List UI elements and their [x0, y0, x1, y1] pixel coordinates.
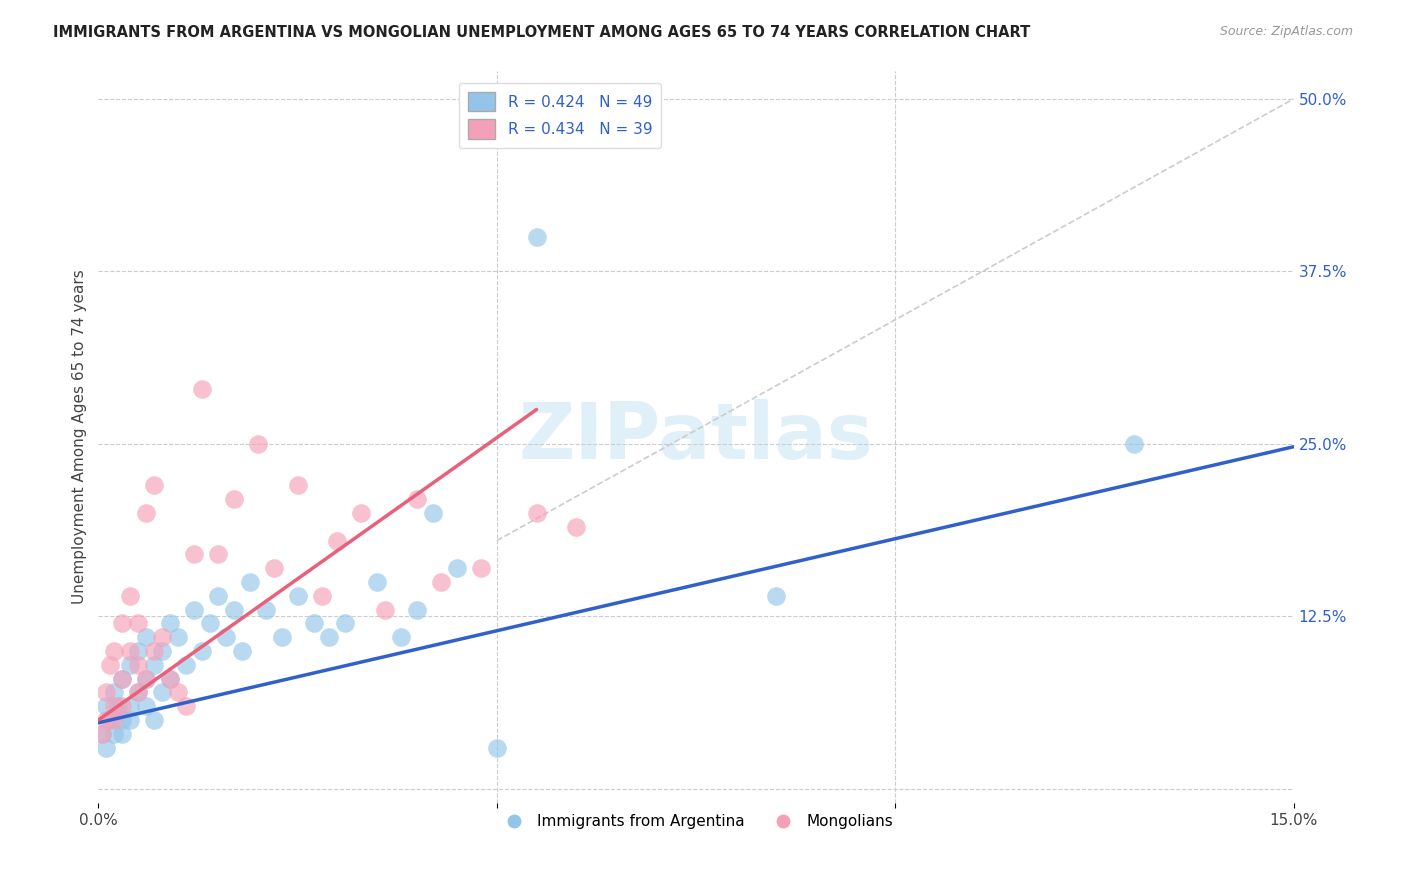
Point — [765, 589, 787, 603]
Point — [167, 685, 190, 699]
Point — [311, 589, 333, 603]
Point — [127, 685, 149, 699]
Text: ZIPatlas: ZIPatlas — [519, 399, 873, 475]
Point — [143, 657, 166, 672]
Point — [98, 713, 122, 727]
Point — [239, 574, 262, 589]
Point — [111, 672, 134, 686]
Point — [287, 589, 309, 603]
Point — [159, 616, 181, 631]
Point — [159, 672, 181, 686]
Point — [446, 561, 468, 575]
Point — [150, 630, 173, 644]
Point — [103, 685, 125, 699]
Point — [174, 657, 197, 672]
Point — [263, 561, 285, 575]
Point — [198, 616, 221, 631]
Point — [120, 657, 142, 672]
Point — [174, 699, 197, 714]
Point — [406, 492, 429, 507]
Point — [350, 506, 373, 520]
Point — [222, 602, 245, 616]
Point — [270, 630, 292, 644]
Point — [565, 520, 588, 534]
Point — [183, 548, 205, 562]
Point — [143, 713, 166, 727]
Point — [111, 699, 134, 714]
Point — [135, 630, 157, 644]
Point — [302, 616, 325, 631]
Point — [96, 699, 118, 714]
Point — [150, 685, 173, 699]
Point — [287, 478, 309, 492]
Point — [470, 561, 492, 575]
Point — [326, 533, 349, 548]
Point — [191, 382, 214, 396]
Point — [150, 644, 173, 658]
Point — [485, 740, 508, 755]
Point — [167, 630, 190, 644]
Point — [422, 506, 444, 520]
Point — [135, 672, 157, 686]
Point — [111, 713, 134, 727]
Point — [318, 630, 340, 644]
Point — [127, 644, 149, 658]
Point — [159, 672, 181, 686]
Point — [406, 602, 429, 616]
Point — [96, 713, 118, 727]
Point — [120, 589, 142, 603]
Point — [127, 657, 149, 672]
Point — [103, 699, 125, 714]
Point — [120, 713, 142, 727]
Point — [98, 657, 122, 672]
Point — [96, 740, 118, 755]
Point — [526, 506, 548, 520]
Point — [526, 230, 548, 244]
Legend: Immigrants from Argentina, Mongolians: Immigrants from Argentina, Mongolians — [494, 808, 898, 836]
Point — [120, 699, 142, 714]
Point — [96, 685, 118, 699]
Point — [107, 699, 129, 714]
Point — [366, 574, 388, 589]
Point — [103, 727, 125, 741]
Point — [111, 672, 134, 686]
Point — [374, 602, 396, 616]
Y-axis label: Unemployment Among Ages 65 to 74 years: Unemployment Among Ages 65 to 74 years — [72, 269, 87, 605]
Point — [91, 727, 114, 741]
Point — [111, 616, 134, 631]
Text: IMMIGRANTS FROM ARGENTINA VS MONGOLIAN UNEMPLOYMENT AMONG AGES 65 TO 74 YEARS CO: IMMIGRANTS FROM ARGENTINA VS MONGOLIAN U… — [53, 25, 1031, 40]
Point — [135, 506, 157, 520]
Point — [254, 602, 277, 616]
Point — [127, 616, 149, 631]
Point — [103, 644, 125, 658]
Point — [120, 644, 142, 658]
Point — [111, 727, 134, 741]
Point — [389, 630, 412, 644]
Point — [430, 574, 453, 589]
Point — [183, 602, 205, 616]
Point — [143, 644, 166, 658]
Point — [231, 644, 253, 658]
Point — [91, 727, 114, 741]
Point — [246, 437, 269, 451]
Point — [143, 478, 166, 492]
Point — [127, 685, 149, 699]
Point — [103, 713, 125, 727]
Point — [335, 616, 357, 631]
Point — [135, 699, 157, 714]
Point — [135, 672, 157, 686]
Point — [215, 630, 238, 644]
Point — [1123, 437, 1146, 451]
Point — [222, 492, 245, 507]
Point — [207, 548, 229, 562]
Point — [191, 644, 214, 658]
Text: Source: ZipAtlas.com: Source: ZipAtlas.com — [1219, 25, 1353, 38]
Point — [207, 589, 229, 603]
